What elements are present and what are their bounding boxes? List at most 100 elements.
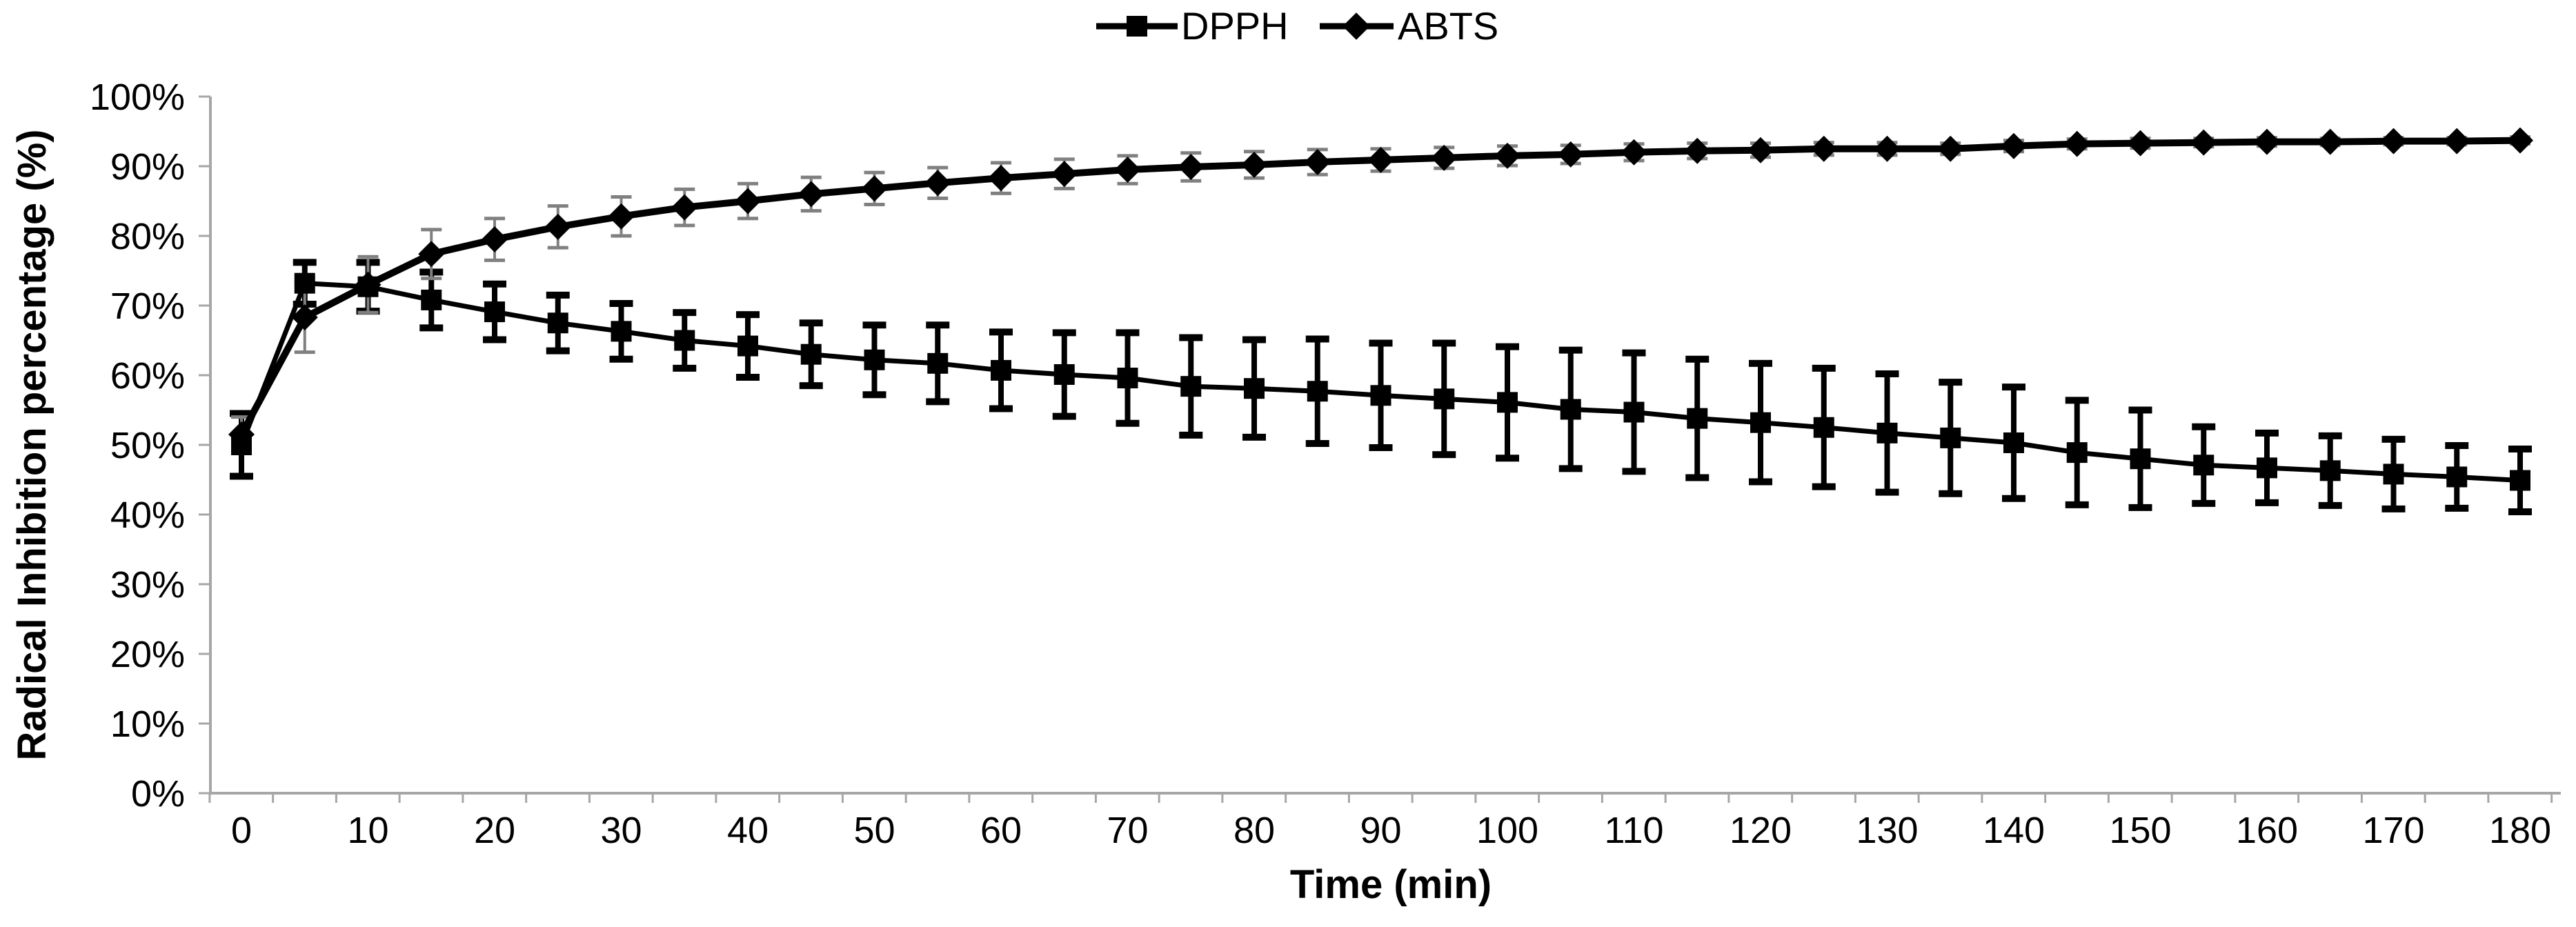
dpph-square-marker [2446,466,2468,488]
abts-diamond-marker [2507,127,2533,154]
abts-diamond-marker [1051,161,1078,188]
y-tick-label: 90% [110,146,185,188]
y-tick-label: 30% [110,564,185,606]
abts-diamond-marker [1684,137,1711,164]
dpph-square-marker [2130,448,2151,470]
x-tick-label: 20 [474,810,515,851]
abts-diamond-marker [2380,128,2407,154]
dpph-square-marker [1370,385,1391,406]
abts-diamond-marker [1114,157,1141,183]
abts-diamond-marker [418,241,445,268]
dpph-square-marker [2510,470,2530,491]
x-tick-label: 10 [347,810,388,851]
x-tick-label: 160 [2236,810,2298,851]
dpph-square-marker [2383,464,2404,485]
plot-area: 0% 10% 20% 30% 40% 50% 60% 70% 80% 90% 100% 0 10 20 30… [90,77,2561,851]
abts-diamond-marker [1241,151,1267,178]
dpph-square-marker [2193,455,2215,476]
legend-label-dpph: DPPH [1181,4,1289,48]
abts-diamond-marker [608,203,635,230]
x-tick-label: 100 [1476,810,1538,851]
dpph-square-marker [611,321,632,342]
y-tick-label: 40% [110,495,185,536]
abts-diamond-marker [1367,146,1394,173]
abts-diamond-marker [2127,130,2154,157]
y-tick-label: 0% [131,773,185,815]
dpph-square-marker [737,335,758,357]
x-tick-label: 40 [727,810,769,851]
dpph-square-marker [1180,376,1202,397]
abts-diamond-marker [1431,144,1458,171]
abts-diamond-marker [2063,130,2090,157]
dpph-square-marker [2066,442,2088,464]
x-tick-label: 120 [1730,810,1792,851]
dpph-square-marker [1497,392,1518,413]
legend-item-dpph: DPPH [1096,4,1289,48]
x-tick-label: 110 [1604,810,1663,851]
abts-diamond-marker [988,165,1014,192]
y-tick-label: 100% [90,77,185,118]
diamond-marker-icon [1343,12,1370,40]
dpph-square-marker [1687,408,1708,429]
dpph-square-marker [1053,363,1075,385]
y-tick-label: 70% [110,286,185,327]
x-tick-label: 30 [600,810,642,851]
y-tick-label: 80% [110,216,185,257]
x-tick-label: 150 [2109,810,2171,851]
abts-diamond-marker [2317,128,2344,155]
dpph-square-marker [927,352,949,374]
dpph-square-marker [991,359,1011,381]
dpph-square-marker [294,272,315,294]
dpph-square-marker [1434,388,1455,410]
dpph-square-marker [1876,422,1898,443]
abts-diamond-marker [355,271,382,298]
abts-diamond-marker [2444,128,2470,154]
abts-diamond-marker [1494,142,1520,169]
x-tick-label: 170 [2362,810,2424,851]
x-tick-label: 80 [1233,810,1275,851]
x-tick-label: 60 [980,810,1022,851]
dpph-square-marker [2257,457,2277,479]
abts-diamond-marker [1178,154,1205,181]
dpph-square-marker [800,343,822,365]
dpph-square-marker [1117,368,1138,389]
x-tick-label: 130 [1856,810,1918,851]
y-tick-label: 60% [110,355,185,397]
x-tick-label: 70 [1107,810,1148,851]
abts-diamond-marker [1810,135,1837,162]
abts-diamond-marker [2190,129,2217,156]
x-tick-label: 140 [1983,810,2045,851]
abts-diamond-marker [1621,139,1647,166]
dpph-square-marker [1244,378,1265,399]
abts-diamond-marker [1874,135,1901,162]
dpph-square-marker [547,312,568,334]
abts-diamond-marker [2001,132,2027,159]
abts-diamond-marker [1937,135,1964,162]
y-axis-title: Radical Inhibition percentage (%) [10,129,55,760]
legend-item-abts: ABTS [1320,4,1498,48]
dpph-square-marker [1813,417,1834,438]
abts-diamond-marker [1304,148,1331,175]
y-tick-label: 20% [110,634,185,675]
abts-diamond-marker [735,188,761,215]
abts-diamond-marker [2254,128,2280,155]
abts-diamond-marker [544,213,571,240]
dpph-square-marker [674,330,695,351]
dpph-square-marker [1623,401,1645,423]
x-tick-label: 0 [231,810,252,851]
dpph-square-marker [2319,460,2341,481]
dpph-square-marker [1750,412,1771,433]
abts-diamond-marker [228,421,255,448]
dpph-square-marker [1307,381,1328,402]
x-tick-label: 180 [2489,810,2551,851]
square-marker-icon [1127,16,1147,37]
abts-diamond-marker [291,304,318,331]
abts-diamond-marker [924,170,951,197]
dpph-square-marker [484,301,505,323]
legend-label-abts: ABTS [1398,4,1498,48]
x-tick-label: 90 [1360,810,1401,851]
dpph-square-marker [1560,399,1581,420]
x-axis-title: Time (min) [1290,862,1492,907]
